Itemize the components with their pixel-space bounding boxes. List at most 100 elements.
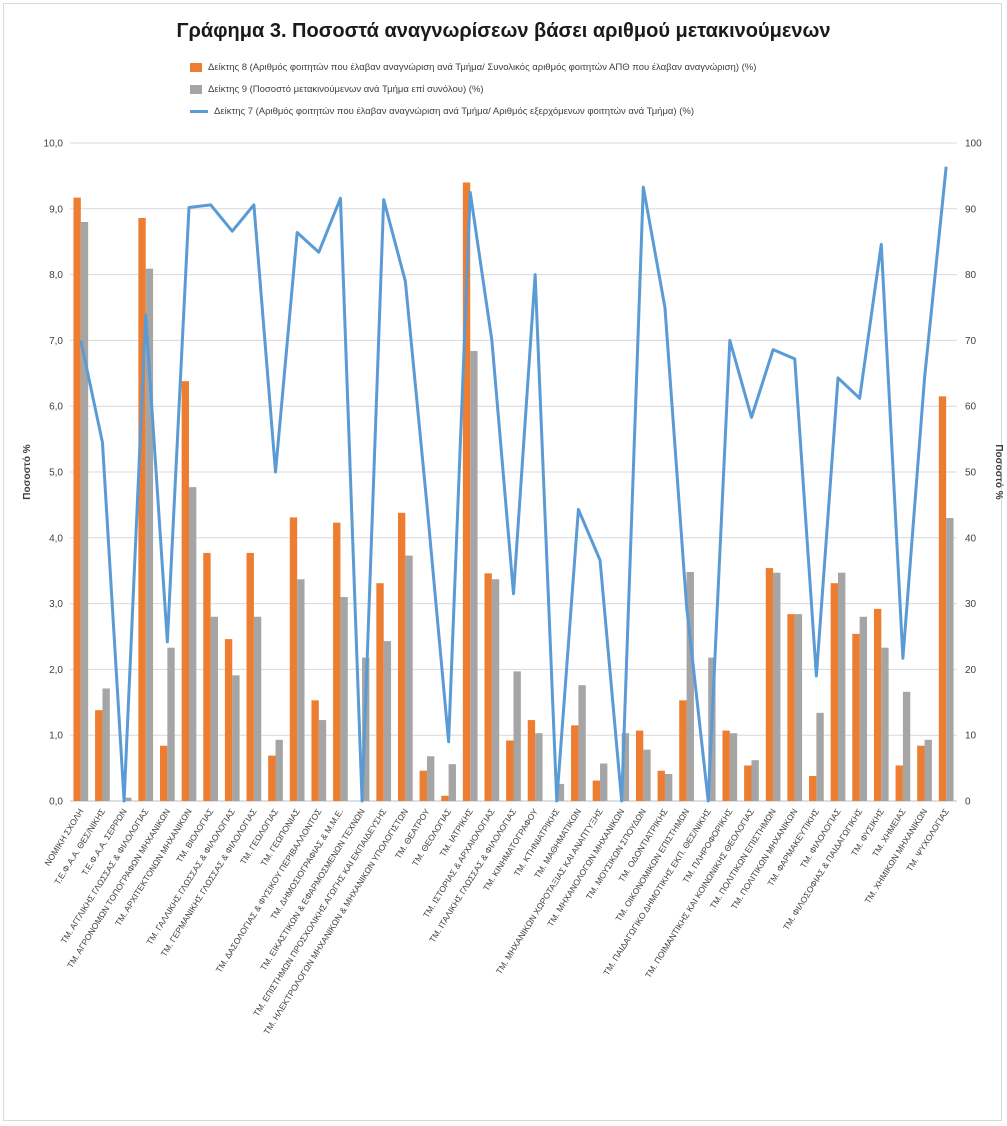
bar-indicator-8 — [462, 182, 471, 802]
bar-indicator-8 — [744, 765, 752, 801]
bar-indicator-9 — [448, 764, 456, 801]
y-tick-label: 3,0 — [49, 599, 63, 610]
y-tick-label: 5,0 — [49, 468, 63, 479]
bar-indicator-9 — [881, 647, 889, 801]
bar-indicator-8 — [830, 583, 839, 801]
y2-tick-label: 40 — [965, 533, 977, 544]
bar-indicator-8 — [527, 720, 536, 801]
bar-indicator-9 — [729, 733, 738, 801]
bar-indicator-9 — [491, 579, 500, 801]
bar-indicator-9 — [535, 733, 543, 801]
legend-swatch-indicator-7 — [190, 109, 208, 113]
legend-swatch-indicator-9 — [190, 84, 202, 94]
bar-indicator-9 — [470, 350, 478, 801]
y2-tick-label: 100 — [965, 139, 982, 150]
y2-tick-label: 20 — [965, 665, 977, 676]
y-tick-label: 6,0 — [49, 402, 63, 413]
bar-indicator-8 — [246, 552, 254, 801]
bar-indicator-9 — [275, 739, 283, 801]
bar-indicator-9 — [513, 671, 521, 801]
y2-tick-label: 70 — [965, 336, 977, 347]
bar-indicator-9 — [816, 712, 824, 801]
y-tick-label: 10,0 — [44, 139, 64, 150]
y-tick-label: 2,0 — [49, 665, 63, 676]
y2-tick-label: 0 — [965, 797, 971, 808]
bar-indicator-9 — [297, 579, 305, 801]
bar-indicator-9 — [383, 641, 392, 801]
chart-frame — [3, 3, 1002, 1121]
y-tick-label: 4,0 — [49, 533, 63, 544]
bar-indicator-8 — [181, 381, 189, 801]
line-indicator-7 — [79, 166, 948, 803]
y2-axis-title: Ποσοστό % — [993, 444, 1004, 499]
bar-indicator-8 — [159, 745, 168, 801]
bar-indicator-9 — [946, 518, 954, 801]
y-axis-title: Ποσοστό % — [22, 444, 33, 499]
bar-indicator-9 — [686, 572, 694, 801]
bar-indicator-9 — [188, 487, 197, 801]
bar-indicator-9 — [124, 797, 132, 801]
bar-indicator-8 — [203, 552, 211, 801]
legend-label-indicator-9: Δείκτης 9 (Ποσοστό μετακινούμενων ανά Τμ… — [208, 83, 484, 95]
bar-indicator-9 — [902, 691, 911, 801]
legend-label-indicator-7: Δείκτης 7 (Αριθμός φοιτητών που έλαβαν α… — [214, 105, 695, 117]
x-tick-label: ΤΜ. ΑΓΡΟΝΟΜΩΝ ΤΟΠΟΓΡΑΦΩΝ ΜΗΧΑΝΙΚΩΝ — [65, 807, 172, 970]
bar-indicator-8 — [722, 730, 730, 801]
bar-indicator-9 — [578, 685, 586, 801]
bar-indicator-8 — [311, 700, 319, 801]
bar-indicator-8 — [852, 633, 860, 801]
bar-indicator-9 — [794, 614, 803, 801]
bar-indicator-8 — [138, 218, 146, 802]
bar-indicator-8 — [441, 795, 449, 801]
bar-indicator-9 — [145, 268, 154, 802]
bar-indicator-9 — [643, 749, 651, 801]
bar-indicator-9 — [210, 616, 218, 801]
y2-tick-label: 90 — [965, 204, 977, 215]
legend-label-indicator-8: Δείκτης 8 (Αριθμός φοιτητών που έλαβαν α… — [208, 61, 757, 73]
bar-indicator-9 — [318, 720, 327, 801]
bar-indicator-8 — [506, 740, 514, 801]
bar-indicator-9 — [253, 616, 262, 801]
bar-indicator-8 — [73, 197, 81, 801]
bar-indicator-9 — [167, 647, 175, 801]
legend-item-indicator-9: Δείκτης 9 (Ποσοστό μετακινούμενων ανά Τμ… — [190, 82, 484, 96]
bar-indicator-9 — [426, 756, 435, 801]
y2-tick-label: 50 — [965, 468, 977, 479]
bar-indicator-8 — [787, 614, 795, 801]
bar-indicator-8 — [765, 568, 774, 801]
bar-indicator-8 — [484, 573, 492, 801]
legend-swatch-indicator-8 — [190, 62, 202, 72]
y-tick-label: 7,0 — [49, 336, 63, 347]
bar-indicator-8 — [809, 775, 817, 801]
bar-indicator-9 — [80, 221, 89, 801]
bar-indicator-9 — [556, 783, 565, 801]
bar-indicator-9 — [838, 572, 846, 801]
bar-indicator-9 — [621, 733, 630, 801]
y-tick-label: 9,0 — [49, 204, 63, 215]
bar-indicator-8 — [895, 765, 903, 801]
bar-indicator-8 — [657, 770, 665, 801]
y-tick-label: 8,0 — [49, 270, 63, 281]
bar-indicator-9 — [664, 774, 673, 801]
bar-indicator-9 — [924, 739, 932, 801]
bar-indicator-8 — [333, 522, 341, 801]
y2-tick-label: 60 — [965, 402, 977, 413]
y2-tick-label: 10 — [965, 731, 977, 742]
bar-indicator-8 — [917, 745, 925, 801]
bar-indicator-8 — [571, 725, 579, 801]
bar-indicator-9 — [773, 572, 781, 801]
bar-indicator-9 — [405, 555, 413, 801]
y2-tick-label: 30 — [965, 599, 977, 610]
bar-indicator-8 — [592, 780, 601, 801]
bar-indicator-8 — [635, 730, 644, 801]
bar-indicator-8 — [224, 639, 233, 801]
bar-indicator-9 — [102, 688, 110, 801]
bar-indicator-9 — [859, 616, 868, 801]
y-tick-label: 0,0 — [49, 797, 63, 808]
bar-indicator-9 — [751, 760, 759, 801]
bar-indicator-8 — [679, 700, 687, 801]
bar-indicator-8 — [268, 755, 276, 801]
bar-indicator-8 — [938, 396, 947, 801]
bar-indicator-8 — [376, 583, 384, 801]
